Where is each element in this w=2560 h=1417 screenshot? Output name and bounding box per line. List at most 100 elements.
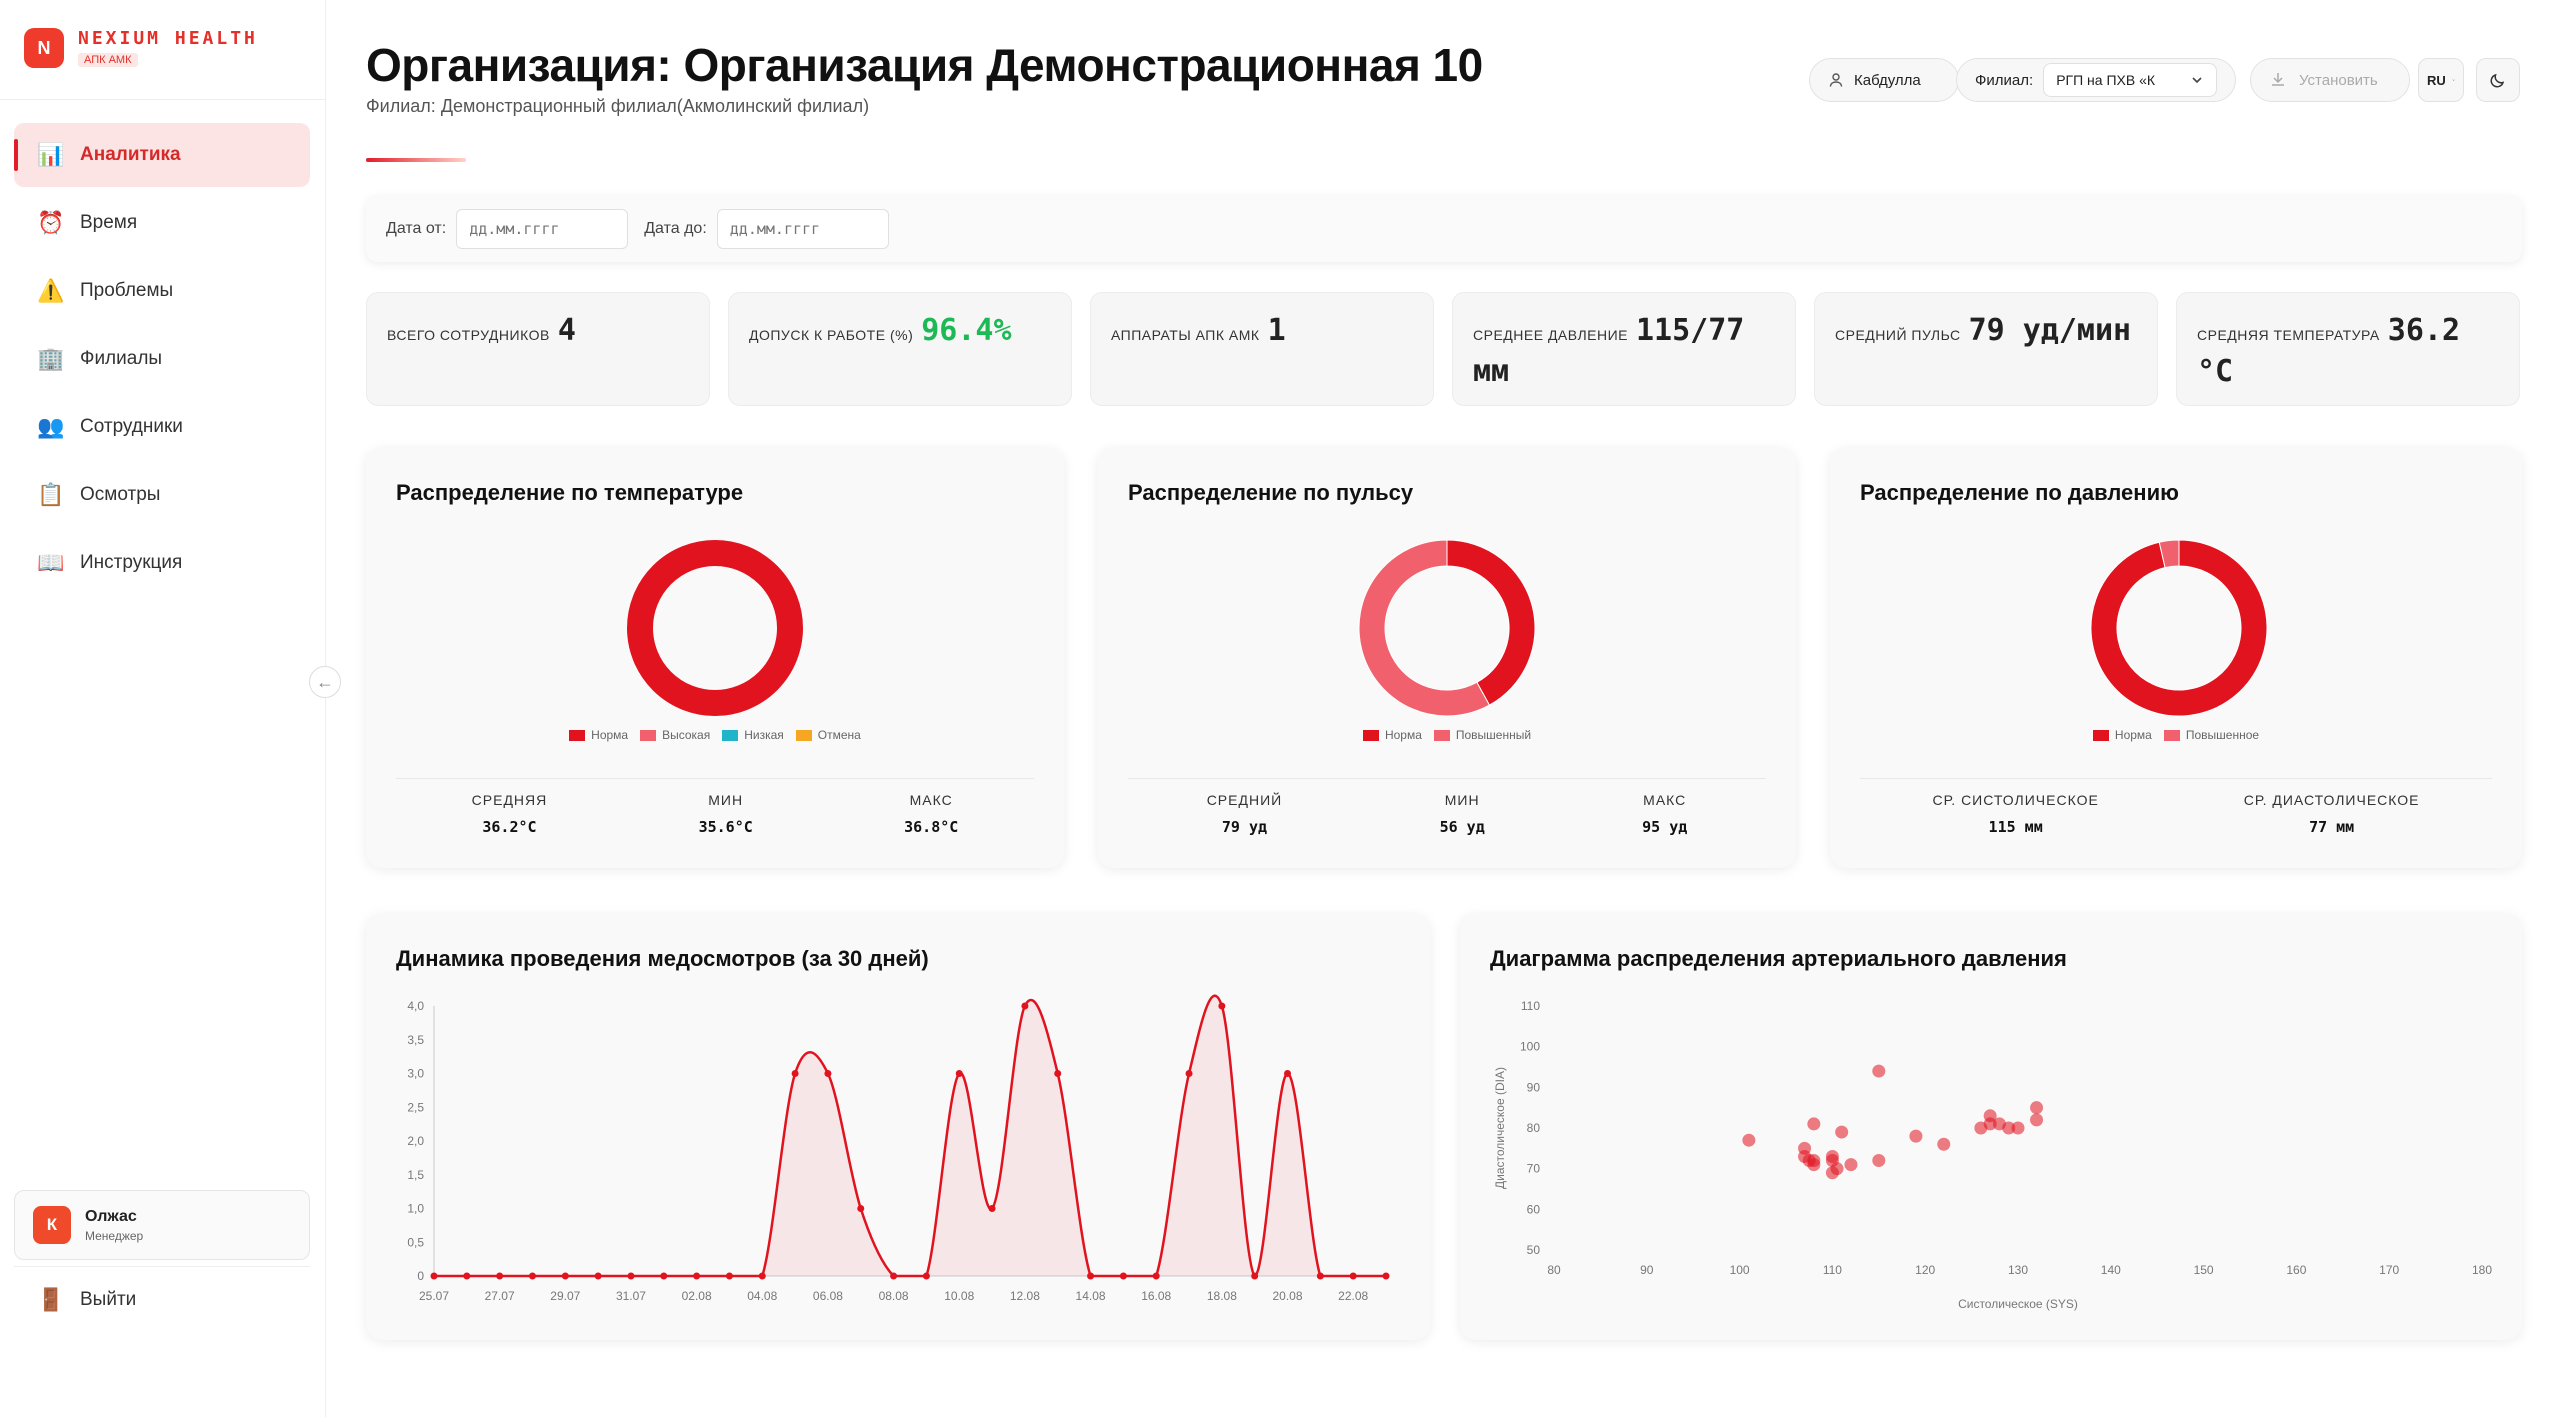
data-point[interactable] xyxy=(1152,1272,1160,1280)
data-point[interactable] xyxy=(1251,1272,1259,1280)
chart-legend: Норма Высокая Низкая Отмена xyxy=(366,728,1064,742)
kpi-value: 1 xyxy=(1267,313,1286,348)
avatar: К xyxy=(33,1206,71,1244)
install-button[interactable]: Установить xyxy=(2250,58,2410,102)
data-point[interactable] xyxy=(791,1070,799,1077)
data-point[interactable] xyxy=(430,1272,438,1280)
data-point[interactable] xyxy=(1218,1002,1226,1010)
x-tick-label: 180 xyxy=(2472,1263,2492,1277)
pressure-distribution-card: Распределение по давлению Норма Повышенн… xyxy=(1830,448,2522,868)
data-point[interactable] xyxy=(1872,1064,1886,1078)
data-point[interactable] xyxy=(955,1070,963,1077)
data-point[interactable] xyxy=(1284,1070,1292,1077)
data-point[interactable] xyxy=(693,1272,701,1280)
user-role: Менеджер xyxy=(85,1228,144,1243)
y-axis-label: Диастолическое (DIA) xyxy=(1493,1067,1507,1189)
legend-item-cancel[interactable]: Отмена xyxy=(795,728,861,742)
branch-selector: Филиал: РГП на ПХВ «К xyxy=(1956,58,2236,102)
sidebar-item-inspections[interactable]: 📋 Осмотры xyxy=(14,463,310,527)
data-point[interactable] xyxy=(1937,1137,1951,1151)
sidebar-item-analytics[interactable]: 📊 Аналитика xyxy=(14,123,310,187)
data-point[interactable] xyxy=(561,1272,569,1280)
data-point[interactable] xyxy=(1316,1272,1324,1280)
data-point[interactable] xyxy=(2030,1113,2044,1127)
collapse-sidebar-button[interactable]: ← xyxy=(309,666,341,698)
legend-item-elevated[interactable]: Повышенное xyxy=(2163,728,2259,742)
legend-item-low[interactable]: Низкая xyxy=(722,728,784,742)
legend-item-normal[interactable]: Норма xyxy=(1362,728,1422,742)
stat-max: Макс 95 уд xyxy=(1642,792,1688,836)
data-point[interactable] xyxy=(1830,1162,1844,1176)
sidebar-item-label: Сотрудники xyxy=(80,416,183,437)
data-point[interactable] xyxy=(1054,1070,1062,1077)
sidebar-item-time[interactable]: ⏰ Время xyxy=(14,191,310,255)
data-point[interactable] xyxy=(463,1272,471,1280)
data-point[interactable] xyxy=(1185,1070,1193,1077)
data-point[interactable] xyxy=(1835,1125,1849,1139)
branch-select[interactable]: РГП на ПХВ «К xyxy=(2043,63,2217,97)
donut-slice[interactable] xyxy=(2090,539,2268,717)
donut-slice[interactable] xyxy=(1358,539,1491,717)
data-point[interactable] xyxy=(660,1272,668,1280)
user-card[interactable]: К Олжас Менеджер xyxy=(14,1190,310,1260)
kpi-label: Всего сотрудников xyxy=(387,327,550,343)
date-from-input[interactable] xyxy=(456,209,629,249)
data-point[interactable] xyxy=(1844,1158,1858,1172)
x-tick-label: 110 xyxy=(1823,1263,1842,1277)
data-point[interactable] xyxy=(725,1272,733,1280)
data-point[interactable] xyxy=(1021,1002,1029,1010)
sidebar-item-instructions[interactable]: 📖 Инструкция xyxy=(14,531,310,595)
data-point[interactable] xyxy=(627,1272,635,1280)
sidebar-item-branches[interactable]: 🏢 Филиалы xyxy=(14,327,310,391)
sidebar-item-problems[interactable]: ⚠️ Проблемы xyxy=(14,259,310,323)
data-point[interactable] xyxy=(594,1272,602,1280)
data-point[interactable] xyxy=(1872,1154,1886,1168)
data-point[interactable] xyxy=(1983,1117,1997,1131)
card-title: Динамика проведения медосмотров (за 30 д… xyxy=(396,946,929,971)
legend-item-normal[interactable]: Норма xyxy=(2092,728,2152,742)
language-selector[interactable]: RU xyxy=(2418,58,2464,102)
data-point[interactable] xyxy=(1382,1272,1390,1280)
sidebar-item-employees[interactable]: 👥 Сотрудники xyxy=(14,395,310,459)
divider xyxy=(396,778,1034,779)
logout-button[interactable]: 🚪 Выйти xyxy=(36,1280,136,1320)
data-point[interactable] xyxy=(890,1272,898,1280)
data-point[interactable] xyxy=(758,1272,766,1280)
data-point[interactable] xyxy=(824,1070,832,1077)
data-point[interactable] xyxy=(1807,1117,1821,1131)
data-point[interactable] xyxy=(528,1272,536,1280)
data-point[interactable] xyxy=(1807,1158,1821,1172)
data-point[interactable] xyxy=(496,1272,504,1280)
date-to-input[interactable] xyxy=(716,209,889,249)
data-point[interactable] xyxy=(2011,1121,2025,1135)
data-point[interactable] xyxy=(1119,1272,1127,1280)
brand[interactable]: N NEXIUM HEALTH АПК АМК xyxy=(24,28,258,68)
theme-toggle-button[interactable] xyxy=(2476,58,2520,102)
y-tick-label: 3,5 xyxy=(407,1033,424,1047)
legend-item-normal[interactable]: Норма xyxy=(569,728,628,742)
data-point[interactable] xyxy=(1909,1129,1923,1143)
brand-name: NEXIUM HEALTH xyxy=(78,28,258,49)
sidebar-item-label: Инструкция xyxy=(80,552,183,573)
data-point[interactable] xyxy=(1087,1272,1095,1280)
page-subtitle: Филиал: Демонстрационный филиал(Акмолинс… xyxy=(366,96,870,116)
donut-slice[interactable] xyxy=(2158,539,2180,569)
data-point[interactable] xyxy=(922,1272,930,1280)
y-tick-label: 2,5 xyxy=(407,1100,424,1114)
data-point[interactable] xyxy=(857,1205,865,1212)
data-point[interactable] xyxy=(2030,1101,2044,1115)
donut-slice[interactable] xyxy=(1446,539,1536,706)
data-point[interactable] xyxy=(2002,1121,2016,1135)
data-point[interactable] xyxy=(1742,1133,1756,1147)
user-profile-button[interactable]: Кабдулла xyxy=(1809,58,1959,102)
sidebar: N NEXIUM HEALTH АПК АМК 📊 Аналитика ⏰ Вр… xyxy=(0,0,326,1417)
kpi-avg-pulse: Средний пульс 79 уд/мин xyxy=(1814,292,2158,406)
data-point[interactable] xyxy=(988,1205,996,1212)
legend-item-high[interactable]: Высокая xyxy=(640,728,710,742)
data-point[interactable] xyxy=(1349,1272,1357,1280)
brand-logo: N xyxy=(24,28,64,68)
x-tick-label: 18.08 xyxy=(1207,1289,1237,1303)
legend-item-elevated[interactable]: Повышенный xyxy=(1433,728,1531,742)
card-title: Распределение по пульсу xyxy=(1128,480,1414,505)
donut-slice[interactable] xyxy=(627,540,803,716)
